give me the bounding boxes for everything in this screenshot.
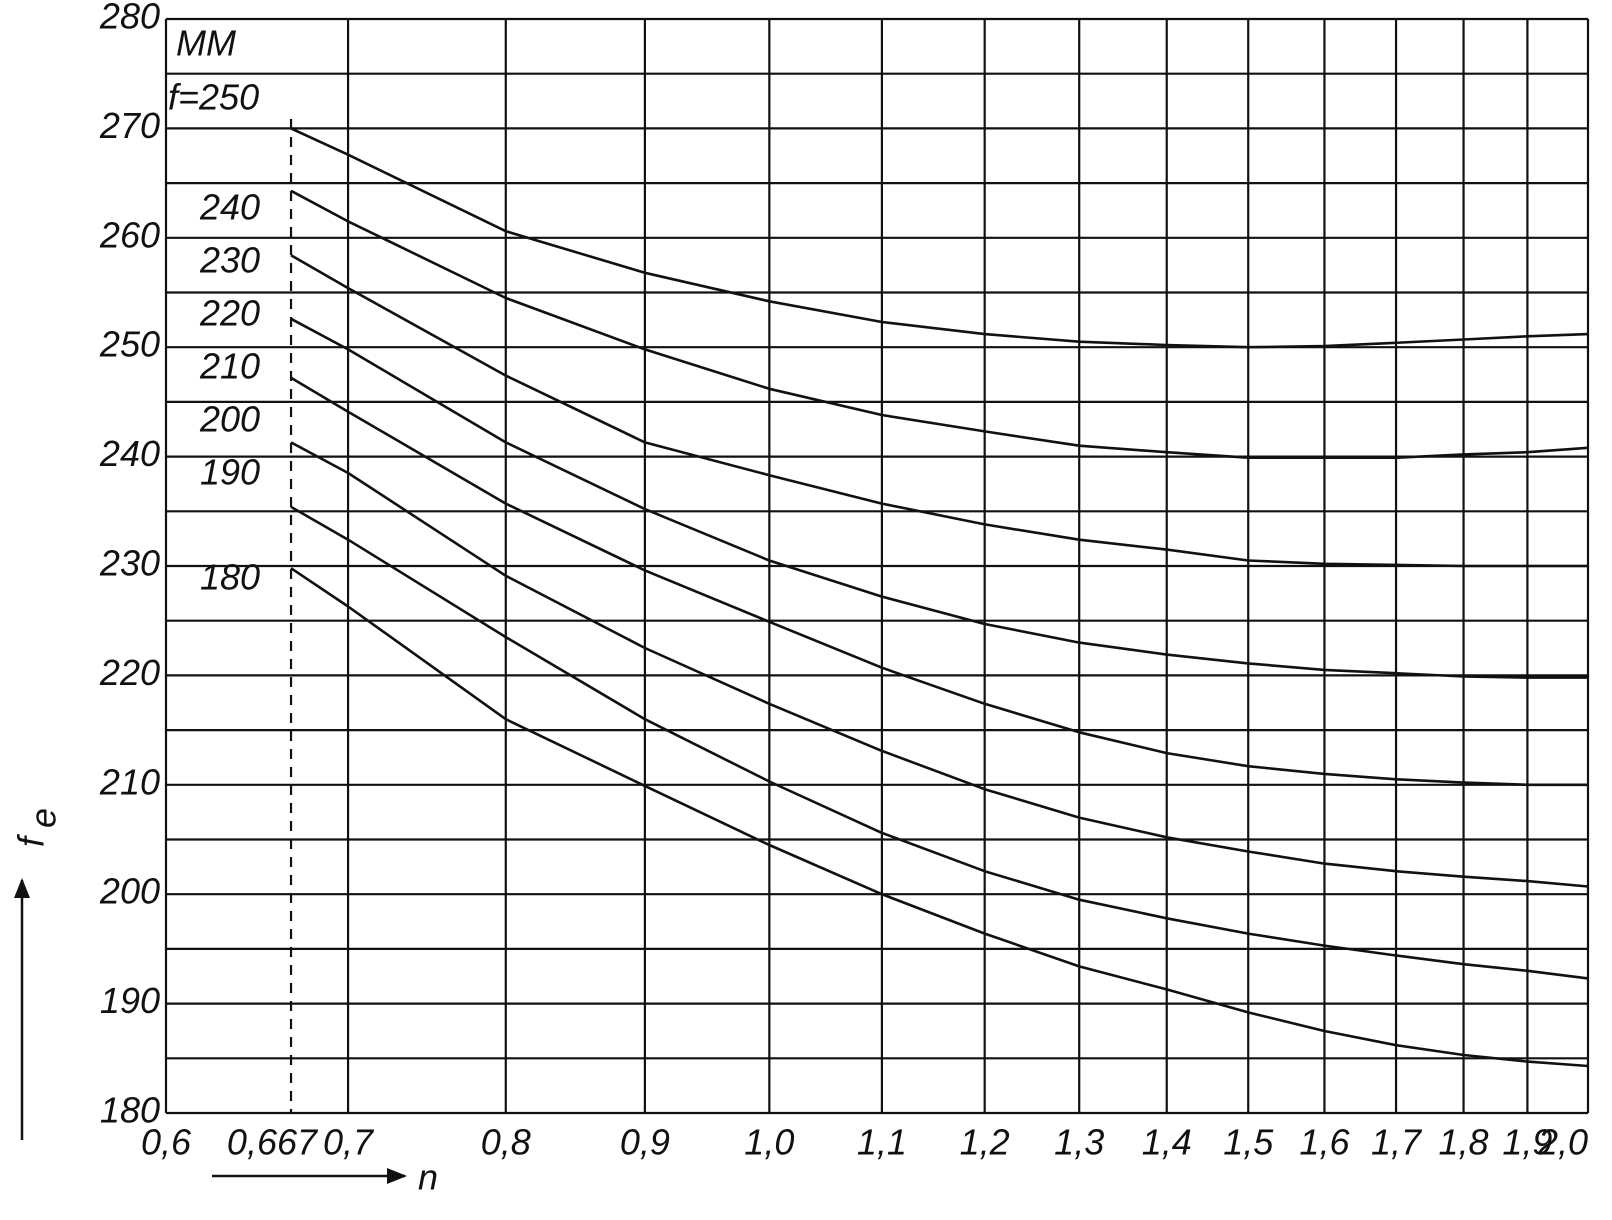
series-label: f=250: [168, 77, 259, 118]
x-tick-label: 0,8: [481, 1122, 531, 1163]
x-tick-label: 1,5: [1223, 1122, 1274, 1163]
curves: [290, 127, 1589, 1068]
x-tick-label: 2,0: [1537, 1122, 1588, 1163]
y-tick-label: 230: [99, 543, 160, 584]
y-axis-label-sub: e: [23, 808, 64, 828]
y-tick-label: 180: [100, 1090, 160, 1131]
series-label: 240: [199, 187, 260, 228]
y-tick-label: 200: [99, 871, 160, 912]
x-axis-label: n: [418, 1157, 438, 1198]
x-tick-label: 0,667: [227, 1122, 319, 1163]
curve: [290, 254, 1588, 568]
x-tick-label: 0,7: [323, 1122, 375, 1163]
curve: [290, 376, 1588, 787]
y-tick-label: 240: [99, 433, 160, 474]
series-label: 190: [200, 452, 260, 493]
y-tick-label: 220: [99, 652, 160, 693]
y-tick-label: 250: [99, 324, 160, 365]
x-tick-label: 0,6: [141, 1122, 192, 1163]
x-tick-label: 0,9: [620, 1122, 670, 1163]
series-label: 220: [199, 293, 260, 334]
series-label: 210: [199, 346, 260, 387]
curve: [290, 317, 1588, 679]
x-tick-label: 1,7: [1371, 1122, 1423, 1163]
x-tick-label: 1,4: [1142, 1122, 1192, 1163]
curve: [290, 505, 1589, 980]
labels: 180 190 200 210 220 230 240 250 260 270 280 0,6 0,66…: [99, 0, 1588, 1163]
y-tick-label: 260: [99, 214, 160, 255]
curve: [290, 441, 1589, 888]
series-label: 200: [199, 399, 260, 440]
curve: [290, 189, 1589, 459]
y-tick-label: 210: [99, 761, 160, 802]
x-tick-label: 1,3: [1054, 1122, 1104, 1163]
curve: [290, 567, 1589, 1068]
series-label: 180: [200, 557, 260, 598]
y-tick-label: 190: [100, 980, 160, 1021]
x-tick-label: 1,2: [960, 1122, 1010, 1163]
x-tick-label: 1,6: [1299, 1122, 1350, 1163]
x-tick-label: 1,8: [1439, 1122, 1489, 1163]
x-tick-label: 1,0: [744, 1122, 794, 1163]
y-tick-label: 280: [99, 0, 160, 37]
x-tick-label: 1,1: [857, 1122, 907, 1163]
y-tick-label: 270: [99, 105, 160, 146]
grid: [164, 17, 1590, 1115]
x-tick-label: 1,9: [1502, 1122, 1552, 1163]
series-label: 230: [199, 240, 260, 281]
unit-label: MM: [176, 23, 236, 64]
curve: [290, 127, 1589, 349]
